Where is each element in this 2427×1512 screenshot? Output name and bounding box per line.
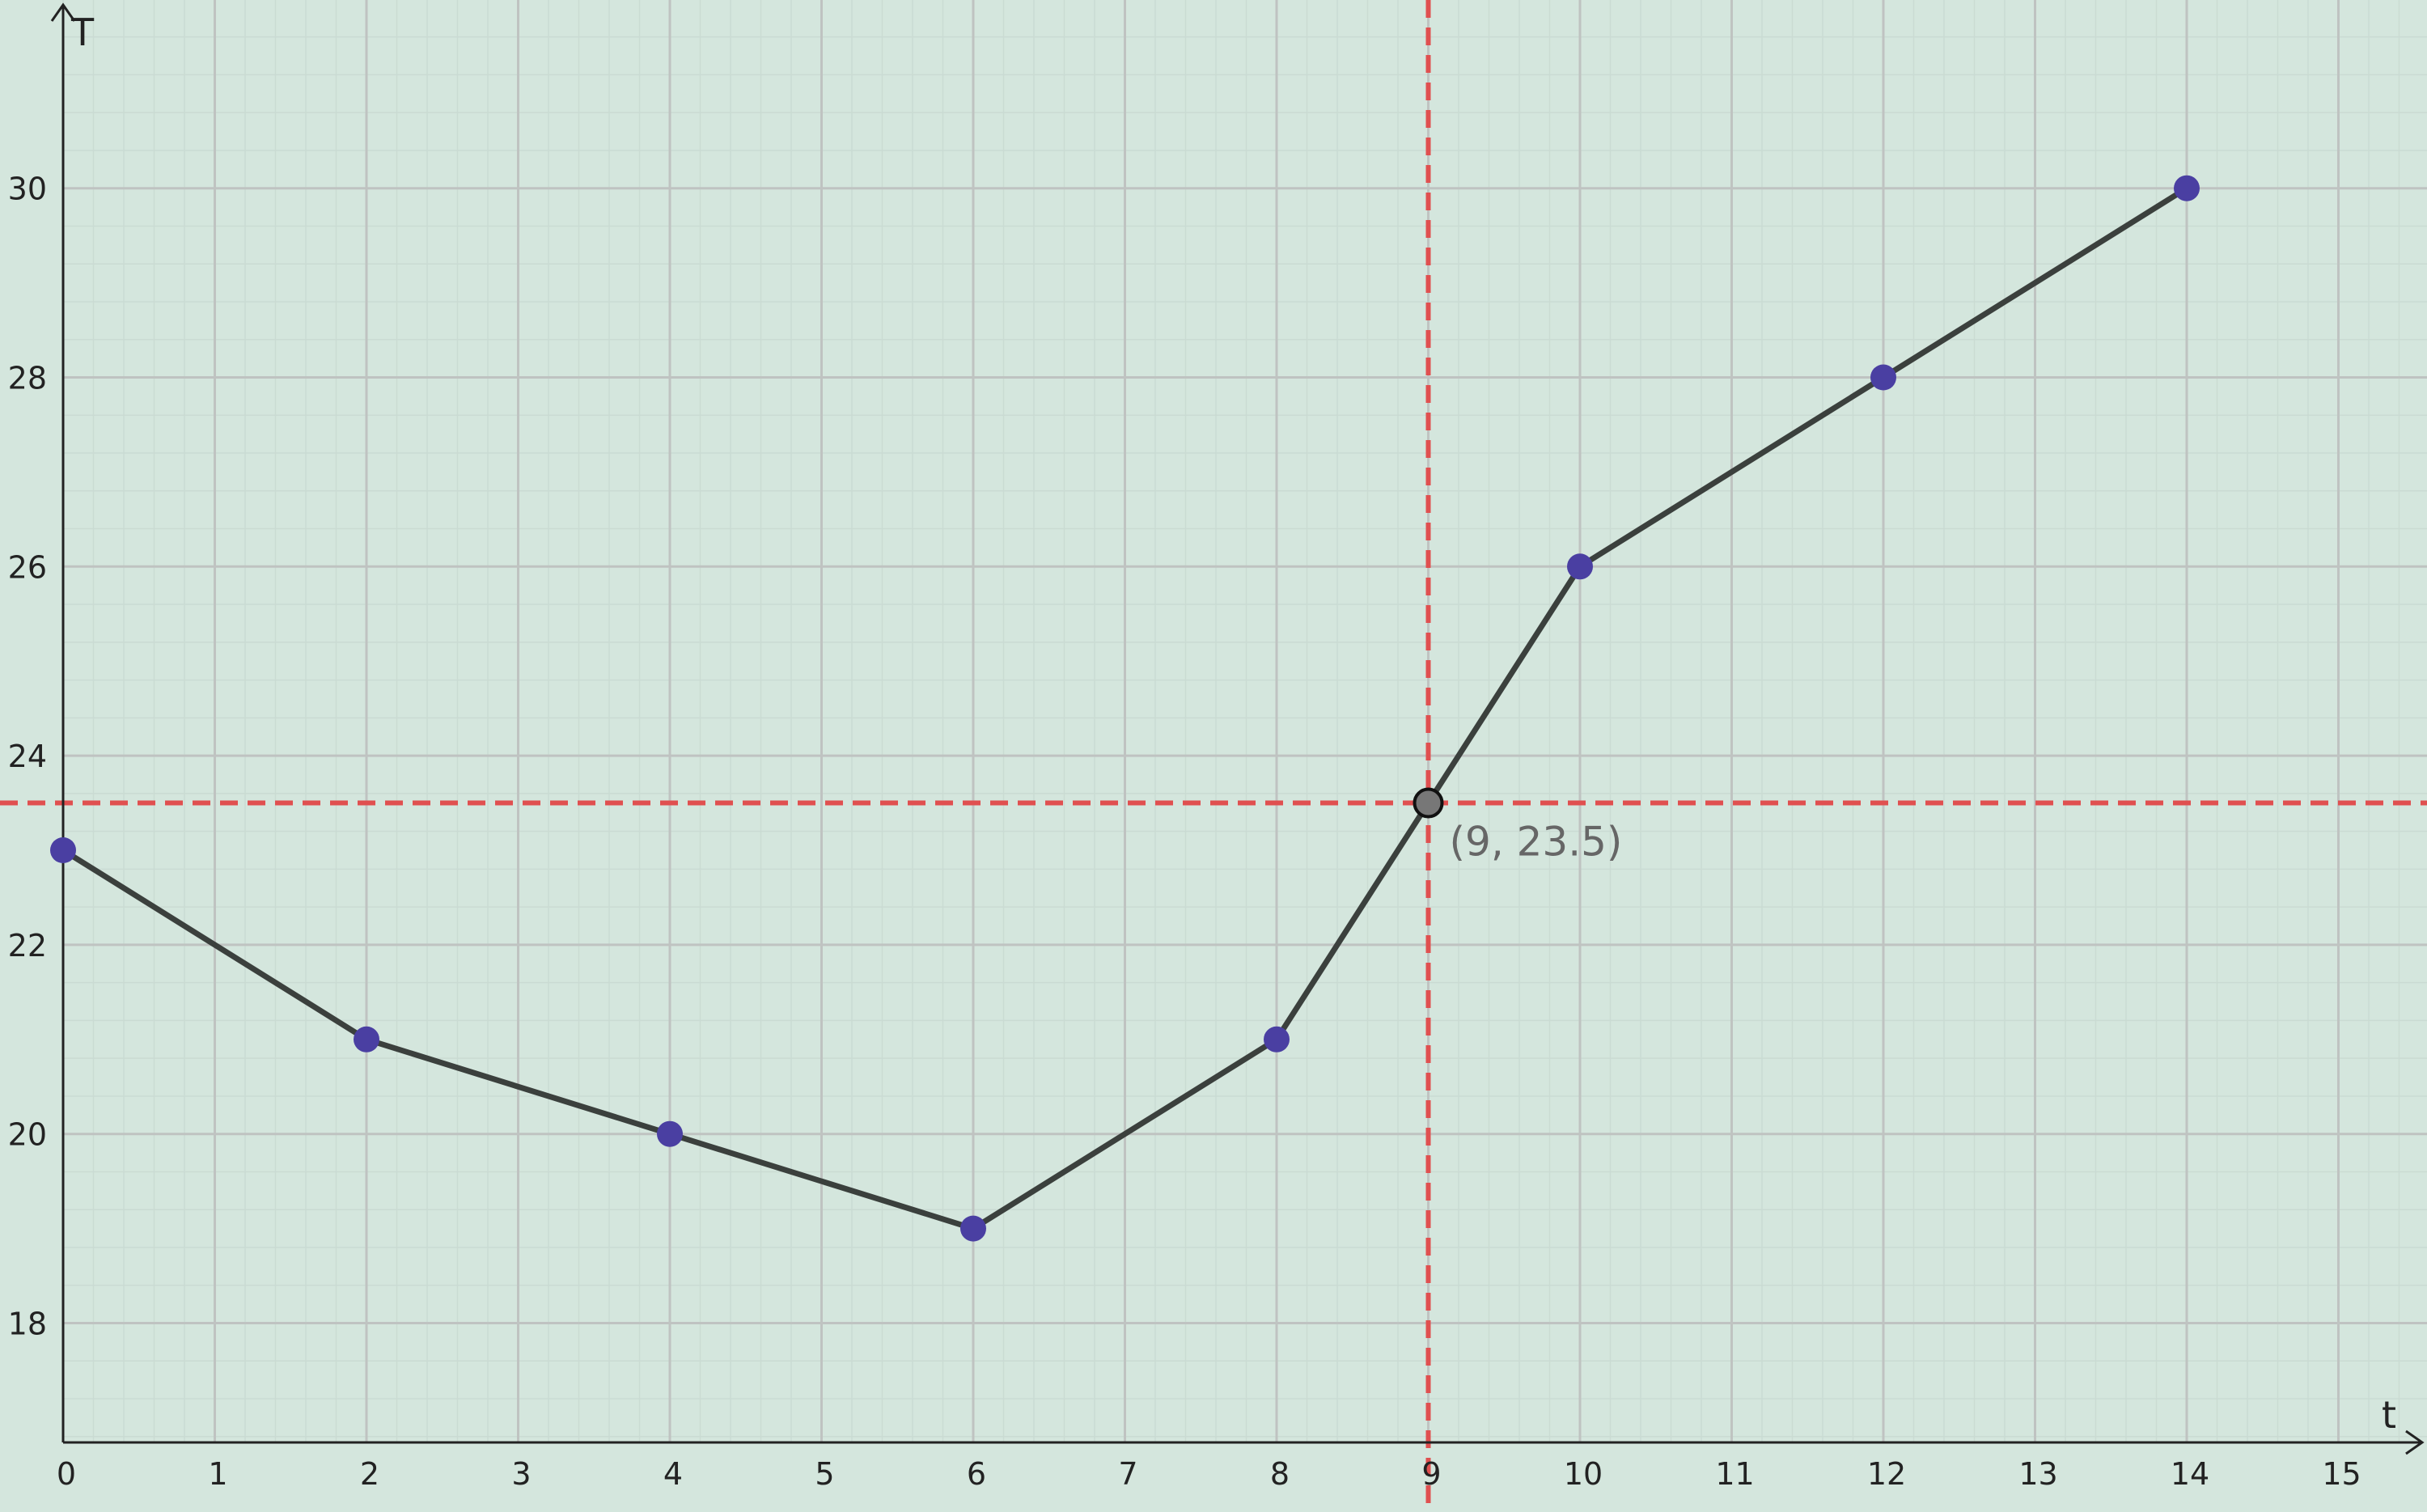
x-tick-label: 5: [815, 1456, 834, 1492]
highlight-group: (9, 23.5): [1413, 787, 1623, 866]
x-tick-label: 12: [1867, 1456, 1906, 1492]
x-tick-labels: 0 1 2 3 4 5 6 7 8 9 10 11 12 13 14 15: [57, 1456, 2361, 1492]
y-axis-label: T: [70, 11, 95, 54]
x-tick-label: 1: [208, 1456, 227, 1492]
x-tick-label: 13: [2018, 1456, 2057, 1492]
data-point: [960, 1215, 986, 1242]
axes: [50, 2, 2425, 1455]
data-point: [2174, 175, 2200, 201]
data-series: [61, 185, 2188, 1232]
series-line: [61, 185, 2188, 1232]
x-tick-label: 2: [360, 1456, 379, 1492]
y-tick-label: 22: [8, 928, 47, 964]
y-tick-label: 24: [8, 739, 47, 774]
x-tick-label: 4: [663, 1456, 683, 1492]
data-point: [1264, 1026, 1290, 1052]
x-tick-label: 0: [57, 1456, 76, 1492]
y-tick-label: 28: [8, 361, 47, 396]
x-tick-label: 14: [2171, 1456, 2209, 1492]
data-point: [657, 1120, 683, 1147]
data-point: [1870, 364, 1896, 391]
y-tick-label: 18: [8, 1307, 47, 1342]
x-tick-label: 7: [1118, 1456, 1137, 1492]
x-tick-label: 6: [967, 1456, 986, 1492]
x-tick-label: 15: [2322, 1456, 2361, 1492]
major-grid: [63, 0, 2427, 1442]
x-tick-label: 3: [511, 1456, 531, 1492]
highlight-point: [1413, 787, 1444, 819]
y-tick-label: 30: [8, 172, 47, 207]
x-tick-label: 8: [1270, 1456, 1290, 1492]
y-tick-label: 26: [8, 549, 47, 585]
highlight-point-label: (9, 23.5): [1450, 819, 1623, 866]
x-tick-label: 9: [1421, 1456, 1441, 1492]
y-axis-arrow: [50, 2, 76, 22]
data-point: [354, 1026, 379, 1052]
x-axis-arrow: [2405, 1429, 2425, 1455]
data-markers: [50, 175, 2200, 1242]
y-tick-labels: 18 20 22 24 26 28 30: [8, 172, 47, 1342]
x-axis-label: t: [2382, 1393, 2396, 1437]
data-point: [50, 837, 76, 863]
y-tick-label: 20: [8, 1117, 47, 1153]
x-tick-label: 11: [1715, 1456, 1754, 1492]
data-point: [1567, 553, 1593, 580]
x-tick-label: 10: [1564, 1456, 1603, 1492]
